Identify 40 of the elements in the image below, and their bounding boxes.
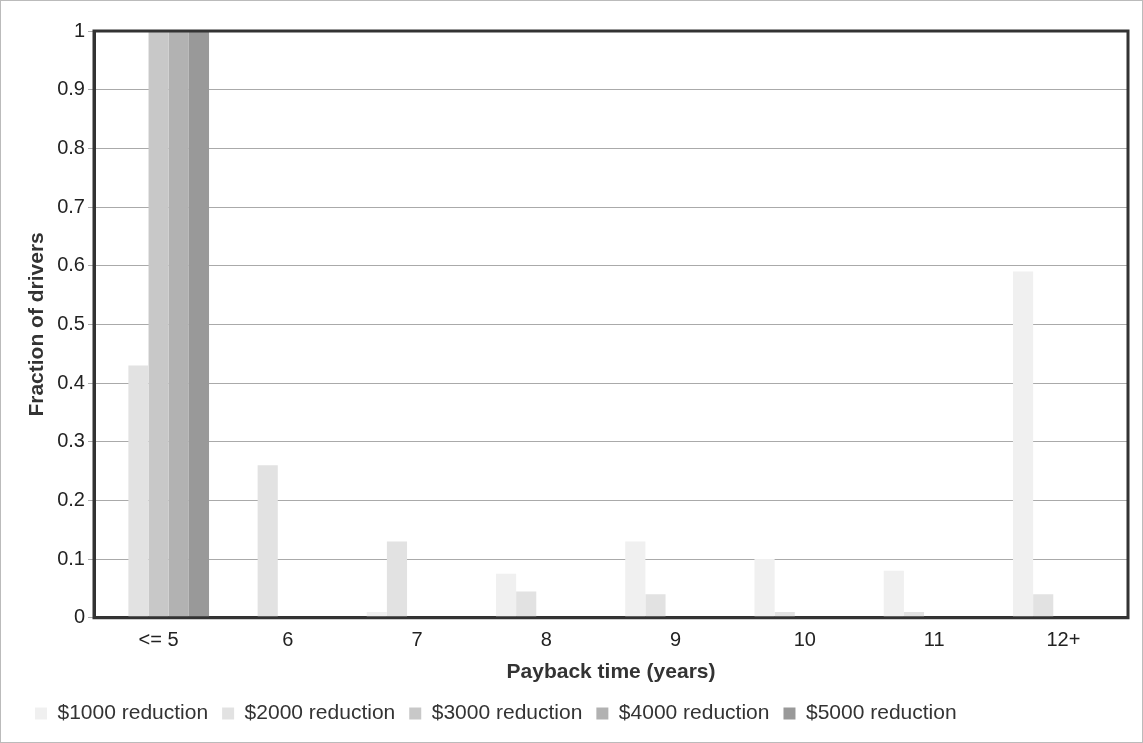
- y-tick-label: 0.5: [57, 311, 85, 334]
- y-tick-label: 0.9: [57, 77, 85, 100]
- y-tick-label: 0.3: [57, 429, 85, 452]
- x-axis-title: Payback time (years): [506, 659, 716, 683]
- bar: [1012, 271, 1034, 618]
- bar: [168, 31, 189, 618]
- y-tick-label: 0.8: [57, 135, 85, 158]
- y-tick-label: 0.2: [57, 487, 85, 510]
- bar: [625, 541, 646, 618]
- bar: [495, 573, 517, 618]
- bar: [754, 559, 775, 618]
- bar: [188, 31, 210, 618]
- bar: [883, 570, 904, 618]
- y-tick-label: 0.4: [57, 370, 85, 393]
- legend-label: $2000 reduction: [244, 700, 396, 724]
- y-tick-label: 1: [73, 18, 85, 41]
- bar: [645, 594, 666, 618]
- bar: [1033, 594, 1054, 618]
- legend-label: $3000 reduction: [431, 700, 583, 724]
- bar: [128, 365, 149, 618]
- y-axis-title: Fraction of drivers: [24, 232, 48, 417]
- x-tick-label: 10: [793, 628, 816, 651]
- y-tick-label: 0.1: [57, 546, 85, 569]
- y-tick-label: 0: [73, 605, 85, 628]
- legend-label: $5000 reduction: [805, 700, 957, 724]
- y-tick-label: 0.7: [57, 194, 85, 217]
- bar: [257, 465, 278, 618]
- x-tick-label: 8: [540, 628, 552, 651]
- bar: [386, 541, 408, 618]
- y-tick-label: 0.6: [57, 253, 85, 276]
- x-tick-label: 11: [923, 628, 945, 651]
- x-tick-label: 12+: [1046, 628, 1081, 651]
- x-tick-label: 7: [411, 628, 423, 651]
- bar: [516, 591, 537, 618]
- x-tick-label: 6: [282, 628, 294, 651]
- bar: [148, 31, 169, 618]
- legend-label: $4000 reduction: [618, 700, 770, 724]
- x-tick-label: <= 5: [138, 628, 179, 651]
- legend-label: $1000 reduction: [57, 700, 209, 724]
- x-tick-label: 9: [670, 628, 682, 651]
